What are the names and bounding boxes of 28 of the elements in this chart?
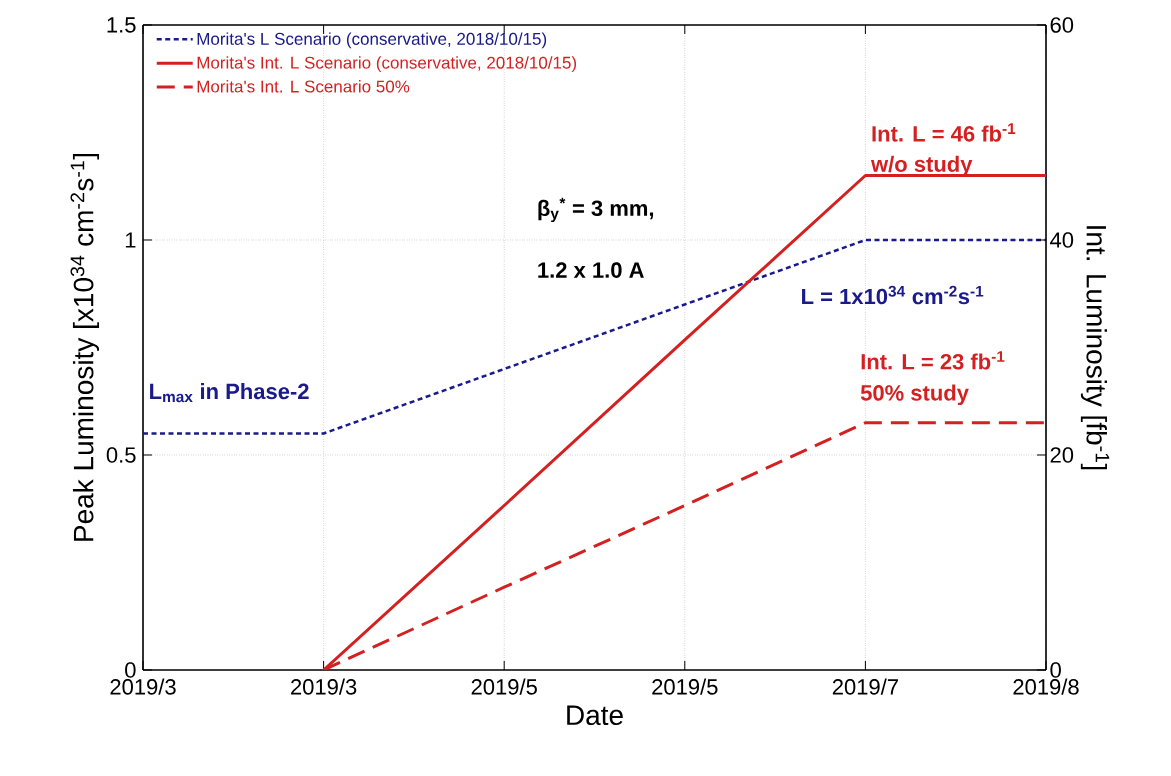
y2-tick-label: 0 — [1050, 662, 1061, 678]
annotation: Int. L = 23 fb$^{-1}$ — [861, 351, 1005, 370]
x-tick-label: 2019/5 — [471, 678, 537, 695]
annotation: L$_{max}$ in Phase-2 — [150, 383, 309, 403]
annotation: w/o study — [870, 155, 973, 177]
y2-axis-title: Int. Luminosity [fb$^{-1}$] — [1080, 226, 1110, 470]
annotation: β$_{y}$$^{*}$ = 3 mm, — [538, 197, 654, 223]
y-tick-label: 1 — [125, 232, 136, 248]
y-axis-title: Peak Luminosity [x10$^{34}$ cm$^{-2}$s$^{-1}$] — [70, 153, 100, 541]
y-tick-label: 1.5 — [107, 17, 136, 33]
legend-label: Morita's Int. L Scenario 50% — [197, 80, 410, 93]
y2-tick-label: 20 — [1050, 447, 1074, 463]
x-axis-title: Date — [567, 705, 623, 726]
y2-tick-label: 40 — [1050, 232, 1074, 248]
annotation: 1.2 x 1.0 A — [538, 262, 644, 278]
x-tick-label: 2019/3 — [291, 678, 357, 695]
annotation: L = 1x10$^{34}$ cm$^{-2}$s$^{-1}$ — [802, 285, 984, 305]
x-tick-label: 2019/5 — [652, 678, 718, 695]
annotation: 50% study — [860, 384, 969, 406]
legend-label: Morita's L Scenario (conservative, 2018/10/15) — [197, 32, 547, 49]
y2-tick-label: 60 — [1050, 17, 1074, 33]
y-tick-label: 0.5 — [106, 447, 136, 463]
x-tick-label: 2019/3 — [110, 678, 176, 695]
legend-label: Morita's Int. L Scenario (conservative, 2018/10/15) — [197, 56, 577, 73]
annotation: Int. L = 46 fb$^{-1}$ — [872, 123, 1016, 142]
x-tick-label: 2019/8 — [1013, 678, 1079, 695]
y-tick-label: 0 — [125, 662, 136, 678]
x-tick-label: 2019/7 — [832, 678, 898, 695]
